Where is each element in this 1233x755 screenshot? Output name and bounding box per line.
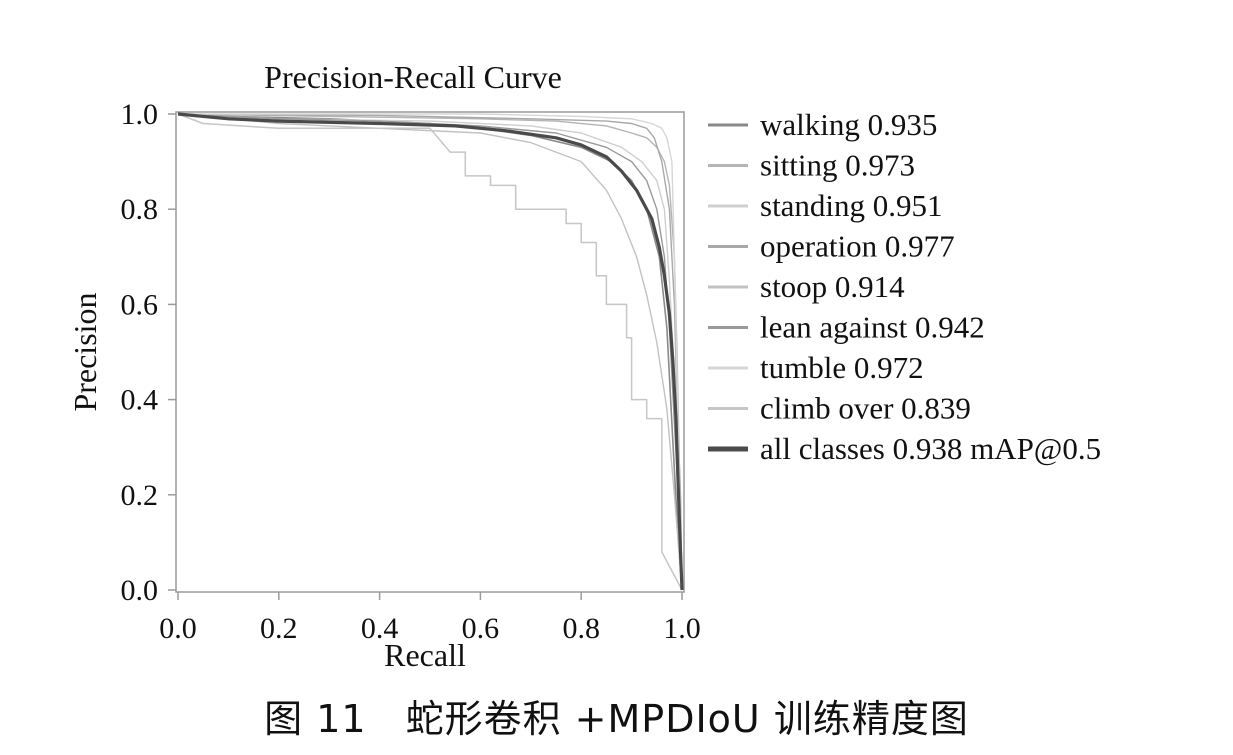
series-line-lean bbox=[177, 113, 683, 591]
series-line-sitting bbox=[177, 113, 683, 591]
series-line-all bbox=[177, 112, 684, 591]
chart-title: Precision-Recall Curve bbox=[264, 59, 562, 95]
legend-label: lean against 0.942 bbox=[760, 310, 985, 345]
y-tick-label: 0.0 bbox=[121, 574, 159, 607]
series-line-climb bbox=[177, 113, 683, 591]
series-line-operation bbox=[177, 113, 683, 591]
legend-label: walking 0.935 bbox=[760, 107, 937, 142]
legend-label: sitting 0.973 bbox=[760, 148, 915, 183]
y-axis-label: Precision bbox=[67, 292, 103, 411]
x-tick-label: 0.8 bbox=[562, 612, 600, 645]
legend-label: stoop 0.914 bbox=[760, 269, 905, 304]
series-line-standing bbox=[177, 113, 683, 591]
y-tick-label: 0.2 bbox=[121, 479, 159, 512]
y-tick-label: 1.0 bbox=[121, 98, 159, 131]
figure-caption: 图 11 蛇形卷积 +MPDIoU 训练精度图 bbox=[264, 697, 969, 741]
legend-label: standing 0.951 bbox=[760, 188, 943, 223]
legend-label: tumble 0.972 bbox=[760, 350, 924, 385]
y-tick-label: 0.8 bbox=[121, 193, 159, 226]
x-axis-label: Recall bbox=[384, 637, 466, 673]
legend-label: climb over 0.839 bbox=[760, 391, 971, 426]
curves-group bbox=[177, 112, 684, 591]
pr-chart: Precision-Recall Curve 0.0 0.2 0.4 0.6 0.8 1.… bbox=[67, 59, 1101, 673]
x-tick-label: 1.0 bbox=[663, 612, 701, 645]
legend-label: operation 0.977 bbox=[760, 229, 955, 264]
y-tick-label: 0.4 bbox=[121, 384, 159, 417]
y-tick-label: 0.6 bbox=[121, 288, 159, 321]
x-tick-label: 0.6 bbox=[462, 612, 500, 645]
x-tick-label: 0.0 bbox=[159, 612, 197, 645]
legend-label: all classes 0.938 mAP@0.5 bbox=[760, 431, 1101, 466]
plot-frame bbox=[175, 111, 685, 593]
legend: walking 0.935 sitting 0.973 standing 0.951… bbox=[708, 107, 1101, 466]
x-tick-label: 0.4 bbox=[361, 612, 399, 645]
series-line-tumble bbox=[178, 113, 683, 591]
series-line-walking bbox=[177, 113, 683, 591]
axis-ticks: 0.0 0.2 0.4 0.6 0.8 1.0 0.0 0.2 0.4 0.6 0.8 1.0 bbox=[121, 98, 701, 645]
x-tick-label: 0.2 bbox=[260, 612, 298, 645]
series-line-stoop bbox=[177, 113, 683, 591]
